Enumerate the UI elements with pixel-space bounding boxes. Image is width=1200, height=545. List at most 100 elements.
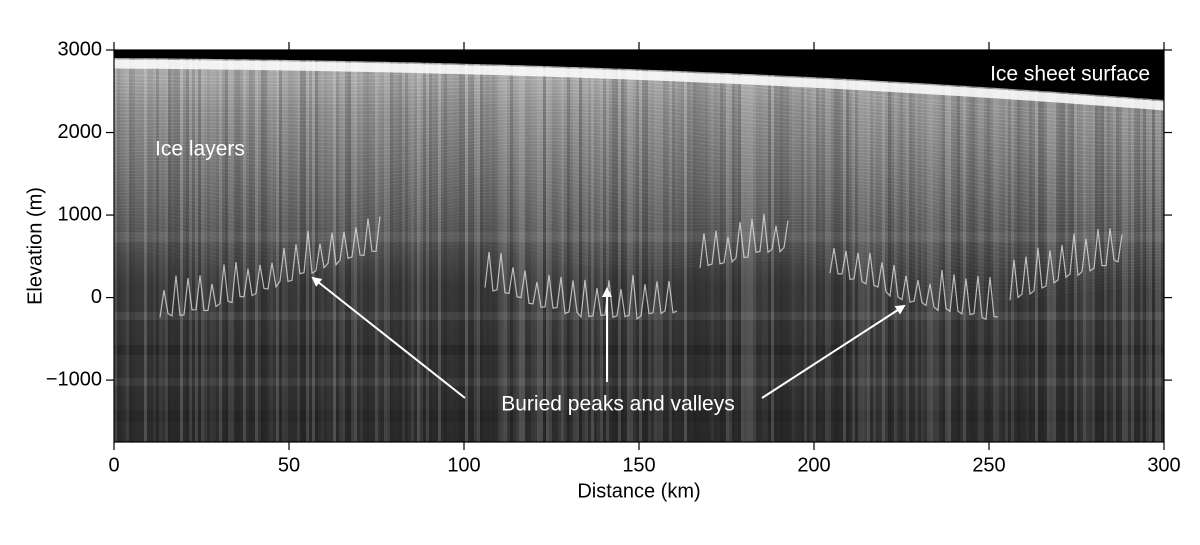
stripe [939, 50, 942, 442]
stripe [543, 50, 546, 442]
stripe [168, 50, 171, 442]
ice-layer [114, 79, 1164, 123]
stripe [366, 50, 369, 442]
stripe [873, 50, 876, 442]
stripe [1149, 50, 1152, 442]
stripe [777, 50, 780, 442]
stripe [1029, 50, 1032, 442]
annotation: Buried peaks and valleys [501, 393, 734, 416]
stripe [945, 50, 948, 442]
ice-layer [114, 172, 1164, 221]
stripe [390, 50, 393, 442]
stripe [495, 50, 498, 442]
x-tick-label: 250 [972, 454, 1005, 476]
stripe [825, 50, 828, 442]
bedrock [159, 216, 381, 318]
stripe [1080, 50, 1083, 442]
ice-layer [114, 204, 1164, 255]
stripe [528, 50, 531, 442]
stripe [276, 50, 279, 442]
stripe [867, 50, 870, 442]
stripe [660, 50, 663, 442]
stripe [1137, 50, 1140, 442]
arrow [761, 304, 906, 399]
annotation: Ice layers [155, 138, 245, 161]
stripe [1023, 50, 1026, 442]
stripe [312, 50, 315, 442]
stripe [498, 50, 501, 442]
stripe [1011, 50, 1014, 442]
stripe [1128, 50, 1131, 442]
x-tick-label: 150 [622, 454, 655, 476]
ice-layer [114, 162, 1164, 211]
stripe [270, 50, 273, 442]
stripe [246, 50, 249, 442]
stripe [744, 50, 747, 442]
stripe [441, 50, 444, 442]
bedrock [1009, 228, 1123, 301]
stripe [141, 50, 144, 442]
stripe [414, 50, 417, 442]
stripe [255, 50, 258, 442]
stripe [309, 50, 312, 442]
stripe [342, 50, 345, 442]
stripe [159, 50, 162, 442]
stripe [327, 50, 330, 442]
stripe [1146, 50, 1149, 442]
stripe [978, 50, 981, 442]
stripe [444, 50, 447, 442]
stripe [393, 50, 396, 442]
stripe [1032, 50, 1035, 442]
stripe [282, 50, 285, 442]
stripe [120, 50, 123, 442]
stripe [303, 50, 306, 442]
stripe [963, 50, 966, 442]
stripe [774, 50, 777, 442]
stripe [387, 50, 390, 442]
y-tick-label: −1000 [46, 368, 102, 390]
ice-layer [114, 82, 1164, 126]
stripe [114, 50, 117, 442]
stripe [927, 50, 930, 442]
stripe [1020, 50, 1023, 442]
y-tick-label: 3000 [58, 38, 103, 60]
stripe [1125, 50, 1128, 442]
stripe [897, 50, 900, 442]
stripe [285, 50, 288, 442]
stripe [1068, 50, 1071, 442]
stripe [591, 50, 594, 442]
ice-layer [114, 114, 1164, 160]
stripe [645, 50, 648, 442]
stripe [264, 50, 267, 442]
stripe [711, 50, 714, 442]
stripe [306, 50, 309, 442]
stripe [603, 50, 606, 442]
ice-layer [114, 124, 1164, 170]
surface-glow [114, 59, 1164, 111]
stripe [855, 50, 858, 442]
stripe [1026, 50, 1029, 442]
stripe [252, 50, 255, 442]
stripe [471, 50, 474, 442]
stripe [981, 50, 984, 442]
stripe [753, 50, 756, 442]
stripe [843, 50, 846, 442]
stripe [1104, 50, 1107, 442]
band [114, 232, 1164, 242]
stripe [582, 50, 585, 442]
x-tick-label: 300 [1147, 454, 1180, 476]
ice-layer [114, 98, 1164, 143]
stripe [513, 50, 516, 442]
stripe [936, 50, 939, 442]
stripe [174, 50, 177, 442]
ice-layer [114, 181, 1164, 232]
stripe [693, 50, 696, 442]
stripe [468, 50, 471, 442]
stripe [144, 50, 147, 442]
stripe [891, 50, 894, 442]
stripe [750, 50, 753, 442]
stripe [789, 50, 792, 442]
stripe [924, 50, 927, 442]
stripe [687, 50, 690, 442]
stripe [654, 50, 657, 442]
